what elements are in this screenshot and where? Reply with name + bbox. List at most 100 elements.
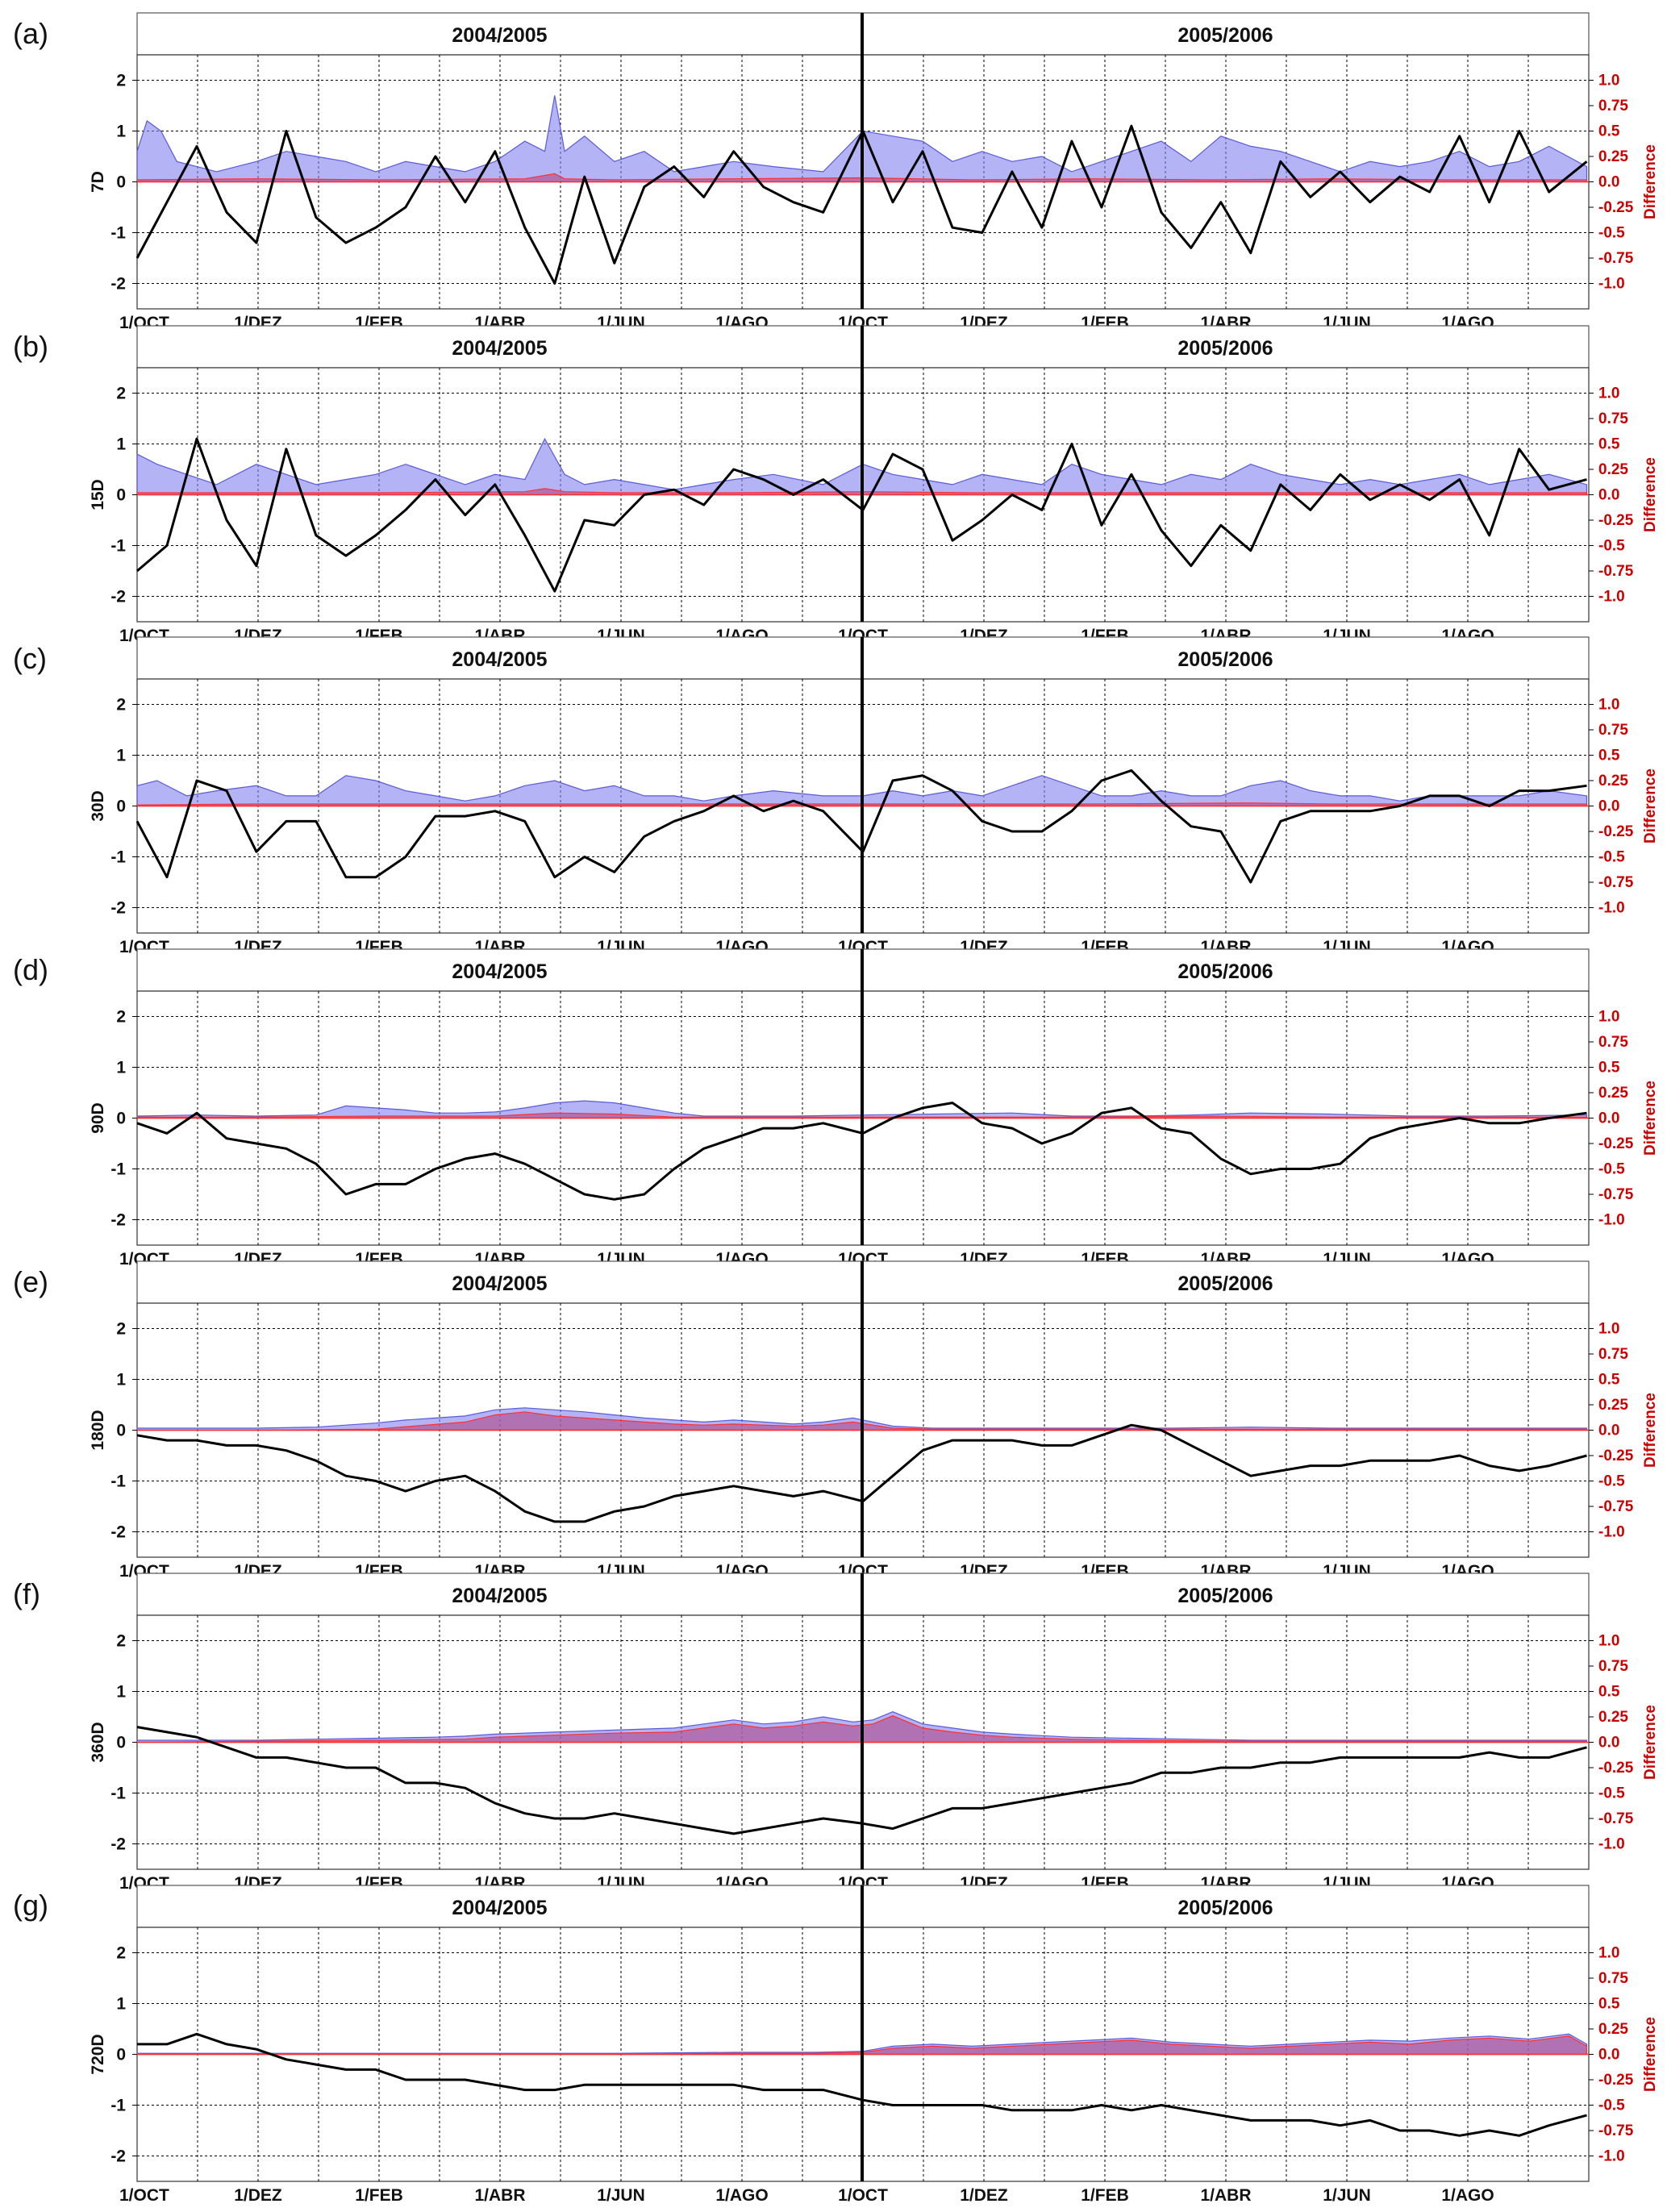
right-tick-label: 0.0 <box>1598 2047 1619 2064</box>
y-tick-label: -2 <box>110 1523 126 1542</box>
right-tick-label: -0.5 <box>1598 1473 1625 1490</box>
panel-label: (b) <box>13 330 48 363</box>
right-tick-label: 0.25 <box>1598 148 1628 165</box>
y-tick-label: -1 <box>110 2097 126 2115</box>
difference-area-blue <box>136 775 1588 807</box>
right-axis-label: Difference <box>1642 769 1659 844</box>
y-tick-label: 2 <box>116 1632 126 1651</box>
right-tick-label: 1.0 <box>1598 1945 1619 1962</box>
right-tick-label: 1.0 <box>1598 1633 1619 1650</box>
right-tick-label: -0.75 <box>1598 2122 1634 2139</box>
right-tick-label: -1.0 <box>1598 900 1625 917</box>
y-tick-label: 1 <box>116 747 126 765</box>
right-tick-label: 0.0 <box>1598 1110 1619 1127</box>
right-tick-label: -0.5 <box>1598 1161 1625 1178</box>
panel-d: (d) 2004/2005 2005/2006 2 1 0 -1 -2 90D 1.0 0.75 0.… <box>13 948 1659 1268</box>
season-label: 2005/2006 <box>1177 1273 1273 1295</box>
panel-b: (b) 2004/2005 2005/2006 2 1 0 -1 -2 15D 1.0 0.75 0.… <box>13 325 1659 645</box>
right-axis-label: Difference <box>1642 457 1659 532</box>
season-label: 2005/2006 <box>1177 1585 1273 1607</box>
panel-e: (e) 2004/2005 2005/2006 2 1 0 -1 -2 180D 1.0 0.75 0… <box>13 1260 1659 1581</box>
right-tick-label: -0.75 <box>1598 250 1634 267</box>
y-tick-label: 2 <box>116 1320 126 1339</box>
season-label: 2004/2005 <box>452 1897 547 1919</box>
panel-g: (g) 2004/2005 2005/2006 2 1 0 -1 -2 720D 1.0 0.75 0… <box>13 1885 1659 2205</box>
right-tick-label: 0.25 <box>1598 1709 1628 1726</box>
right-tick-label: 0.25 <box>1598 1085 1628 1102</box>
x-tick-label: 1/OCT <box>119 2186 169 2205</box>
difference-area-red <box>137 2035 1588 2056</box>
right-tick-label: 1.0 <box>1598 73 1619 90</box>
right-tick-label: 0.5 <box>1598 1996 1620 2013</box>
right-tick-label: -0.5 <box>1598 2097 1625 2114</box>
right-axis-label: Difference <box>1642 144 1659 219</box>
right-tick-label: 0.0 <box>1598 174 1619 191</box>
right-tick-label: -0.25 <box>1598 1135 1634 1152</box>
right-tick-label: -0.25 <box>1598 1760 1634 1777</box>
right-tick-label: -0.75 <box>1598 1498 1634 1515</box>
panel-c: (c) 2004/2005 2005/2006 2 1 0 -1 -2 30D 1.0 0.75 0.… <box>13 636 1659 956</box>
right-tick-label: 0.0 <box>1598 798 1619 815</box>
right-tick-label: -0.25 <box>1598 1448 1634 1464</box>
y-tick-label: -2 <box>110 275 126 294</box>
right-tick-label: -1.0 <box>1598 2148 1625 2165</box>
right-tick-label: 0.5 <box>1598 436 1620 453</box>
y-tick-label: 1 <box>116 1995 126 2014</box>
y-tick-label: -1 <box>110 1473 126 1491</box>
right-tick-label: 0.5 <box>1598 748 1620 764</box>
x-tick-label: 1/DEZ <box>234 2186 282 2205</box>
right-tick-label: -0.25 <box>1598 512 1634 529</box>
y-tick-label: 0 <box>116 486 126 505</box>
y-tick-label: -1 <box>110 537 126 556</box>
right-tick-label: 0.75 <box>1598 410 1628 427</box>
right-tick-label: 0.75 <box>1598 1658 1628 1675</box>
right-tick-label: 1.0 <box>1598 1321 1619 1338</box>
y-axis-label: 720D <box>89 2034 107 2074</box>
x-tick-label: 1/ABR <box>1200 2186 1251 2205</box>
y-tick-label: 2 <box>116 385 126 403</box>
right-tick-label: 1.0 <box>1598 697 1619 714</box>
right-tick-label: -0.75 <box>1598 1186 1634 1203</box>
y-tick-label: 0 <box>116 1110 126 1128</box>
y-axis-label: 30D <box>89 790 107 822</box>
y-tick-label: 2 <box>116 1008 126 1027</box>
right-tick-label: 0.25 <box>1598 461 1628 478</box>
y-axis-label: 7D <box>89 171 107 193</box>
y-tick-label: -1 <box>110 1160 126 1179</box>
right-tick-label: -0.5 <box>1598 1785 1625 1802</box>
season-label: 2004/2005 <box>452 960 547 983</box>
y-tick-label: 0 <box>116 2046 126 2064</box>
right-tick-label: 0.5 <box>1598 1372 1620 1389</box>
season-label: 2004/2005 <box>452 24 547 47</box>
panel-f: (f) 2004/2005 2005/2006 2 1 0 -1 -2 360D 1.0 0.75 0… <box>13 1573 1659 1893</box>
panel-label: (f) <box>13 1577 40 1610</box>
y-axis-label: 90D <box>89 1102 107 1134</box>
season-label: 2004/2005 <box>452 337 547 360</box>
y-tick-label: 1 <box>116 1683 126 1702</box>
x-tick-label: 1/JUN <box>1323 2186 1371 2205</box>
right-tick-label: -0.75 <box>1598 563 1634 580</box>
x-tick-label: 1/FEB <box>1081 2186 1129 2205</box>
y-tick-label: -2 <box>110 588 126 606</box>
y-tick-label: 1 <box>116 123 126 141</box>
right-tick-label: -0.25 <box>1598 2072 1634 2089</box>
y-tick-label: -1 <box>110 224 126 243</box>
y-tick-label: -2 <box>110 1211 126 1230</box>
difference-area-red <box>136 173 1588 183</box>
x-tick-label: 1/AGO <box>715 2186 768 2205</box>
y-tick-label: 0 <box>116 173 126 192</box>
y-axis-label: 15D <box>89 479 107 510</box>
right-tick-label: -1.0 <box>1598 1836 1625 1853</box>
season-label: 2005/2006 <box>1177 648 1273 671</box>
right-tick-label: 0.5 <box>1598 123 1620 140</box>
right-tick-label: -0.75 <box>1598 1810 1634 1827</box>
right-tick-label: -0.5 <box>1598 538 1625 555</box>
right-tick-label: 0.0 <box>1598 487 1619 504</box>
season-label: 2004/2005 <box>452 1585 547 1607</box>
panel-label: (d) <box>13 953 48 986</box>
right-tick-label: -1.0 <box>1598 1212 1625 1229</box>
right-axis-label: Difference <box>1642 1393 1659 1468</box>
right-tick-label: -1.0 <box>1598 1524 1625 1541</box>
right-tick-label: -0.5 <box>1598 225 1625 242</box>
